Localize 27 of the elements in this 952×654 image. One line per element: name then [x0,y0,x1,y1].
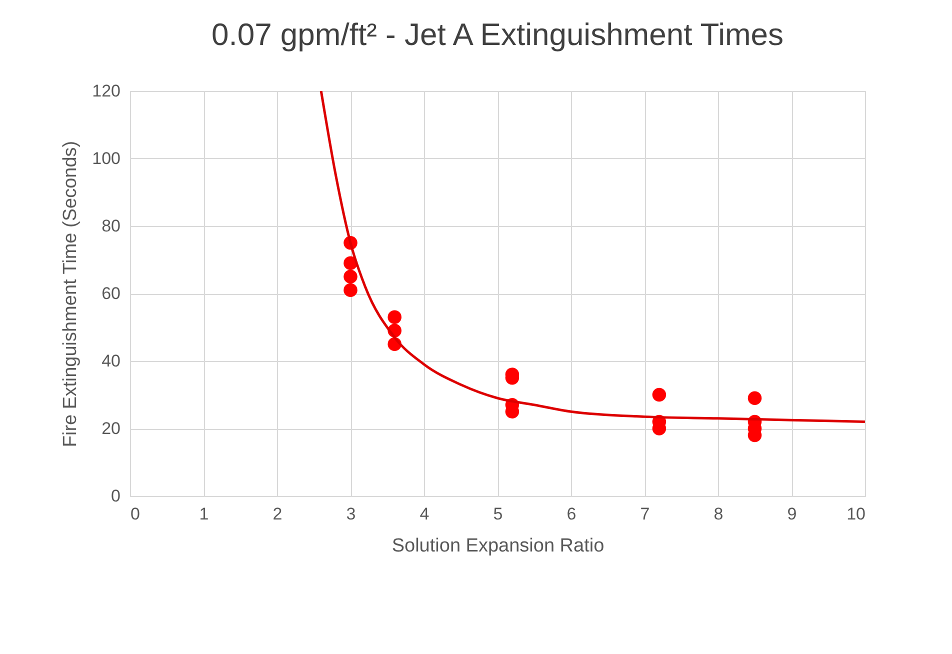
point [748,391,762,406]
chart-title: 0.07 gpm/ft² - Jet A Extinguishment Times [211,17,784,52]
x-tick-label: 8 [714,504,724,524]
y-axis-title: Fire Extinguishment Time (Seconds) [60,140,82,448]
x-tick-label: 6 [566,504,576,524]
x-axis-title: Solution Expansion Ratio [392,536,604,556]
x-tick-label: 7 [640,504,650,524]
x-tick-label: 1 [199,504,209,524]
y-tick-label: 0 [111,486,120,506]
x-tick-label: 10 [846,504,866,524]
point [344,270,358,284]
x-tick-label: 5 [493,504,503,524]
y-tick-label: 20 [102,419,120,438]
y-tick-label: 40 [102,352,120,370]
x-tick-label: 3 [346,504,356,524]
y-tick-label: 80 [102,216,120,236]
point [652,388,666,402]
point [344,283,358,298]
x-tick-label: 2 [272,504,282,524]
x-tick-label: 9 [787,504,797,524]
y-tick-label: 100 [92,149,120,168]
point [388,310,402,324]
y-tick-label: 120 [92,82,120,100]
x-tick-label: 0 [130,504,140,524]
line-series [320,91,865,423]
y-tick-label: 60 [102,284,120,303]
x-tick-label: 4 [420,504,430,524]
